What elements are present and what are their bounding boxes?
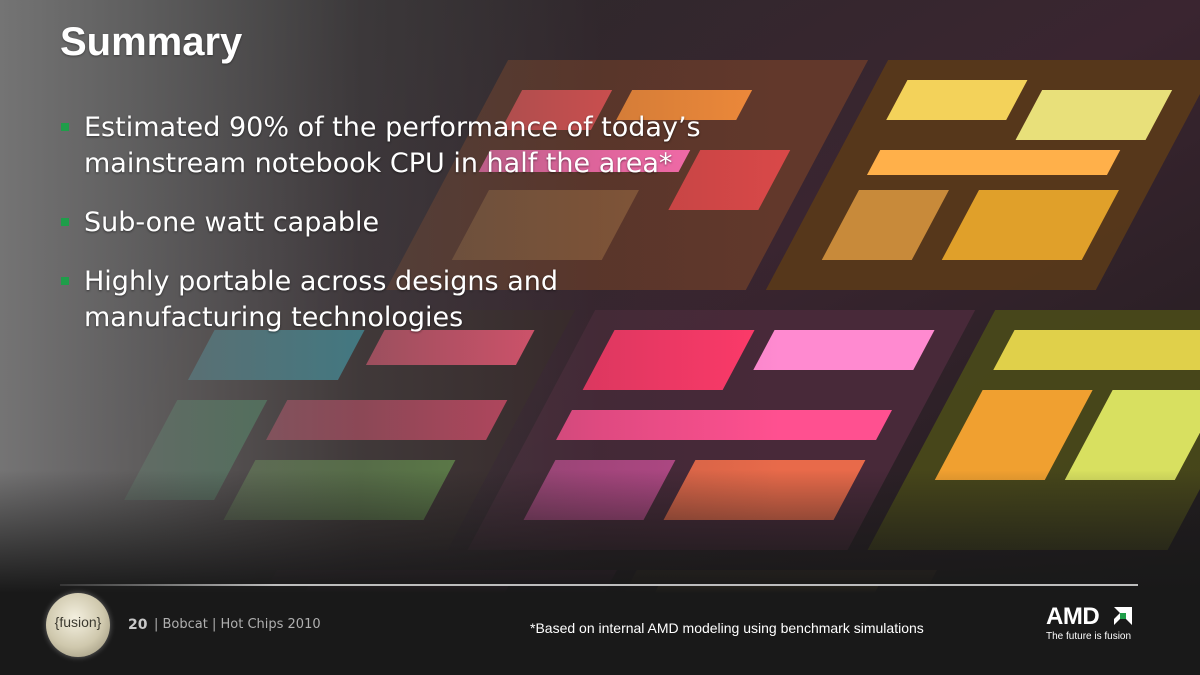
bullet-item-power: Sub-one watt capable <box>60 205 820 241</box>
footer-divider <box>60 584 1138 586</box>
bullet-square-icon <box>61 277 69 285</box>
bullet-item-performance: Estimated 90% of the performance of toda… <box>60 110 820 182</box>
footer-meta: | Bobcat | Hot Chips 2010 <box>154 617 321 632</box>
amd-logo-word: AMD <box>1046 603 1100 630</box>
slide-title: Summary <box>60 20 243 64</box>
bullet-text-line: manufacturing technologies <box>84 302 464 333</box>
fusion-logo-icon: {fusion} <box>46 593 110 657</box>
amd-arrow-icon <box>1114 607 1132 625</box>
bullet-item-portability: Highly portable across designs and manuf… <box>60 264 820 336</box>
page-number: 20 <box>128 617 148 633</box>
bullet-list: Estimated 90% of the performance of toda… <box>60 110 820 359</box>
bullet-text-line: mainstream notebook CPU in half the area… <box>84 148 673 179</box>
amd-logo: AMD The future is fusion <box>1046 603 1146 647</box>
bullet-square-icon <box>61 123 69 131</box>
footnote: *Based on internal AMD modeling using be… <box>530 620 924 636</box>
bullet-text-line: Sub-one watt capable <box>84 207 380 238</box>
bullet-square-icon <box>61 218 69 226</box>
bullet-text-line: Highly portable across designs and <box>84 266 558 297</box>
fusion-logo-text: {fusion} <box>54 614 102 630</box>
bullet-text-line: Estimated 90% of the performance of toda… <box>84 112 701 143</box>
background-fade-bottom <box>0 470 1200 675</box>
amd-tagline: The future is fusion <box>1046 631 1132 642</box>
